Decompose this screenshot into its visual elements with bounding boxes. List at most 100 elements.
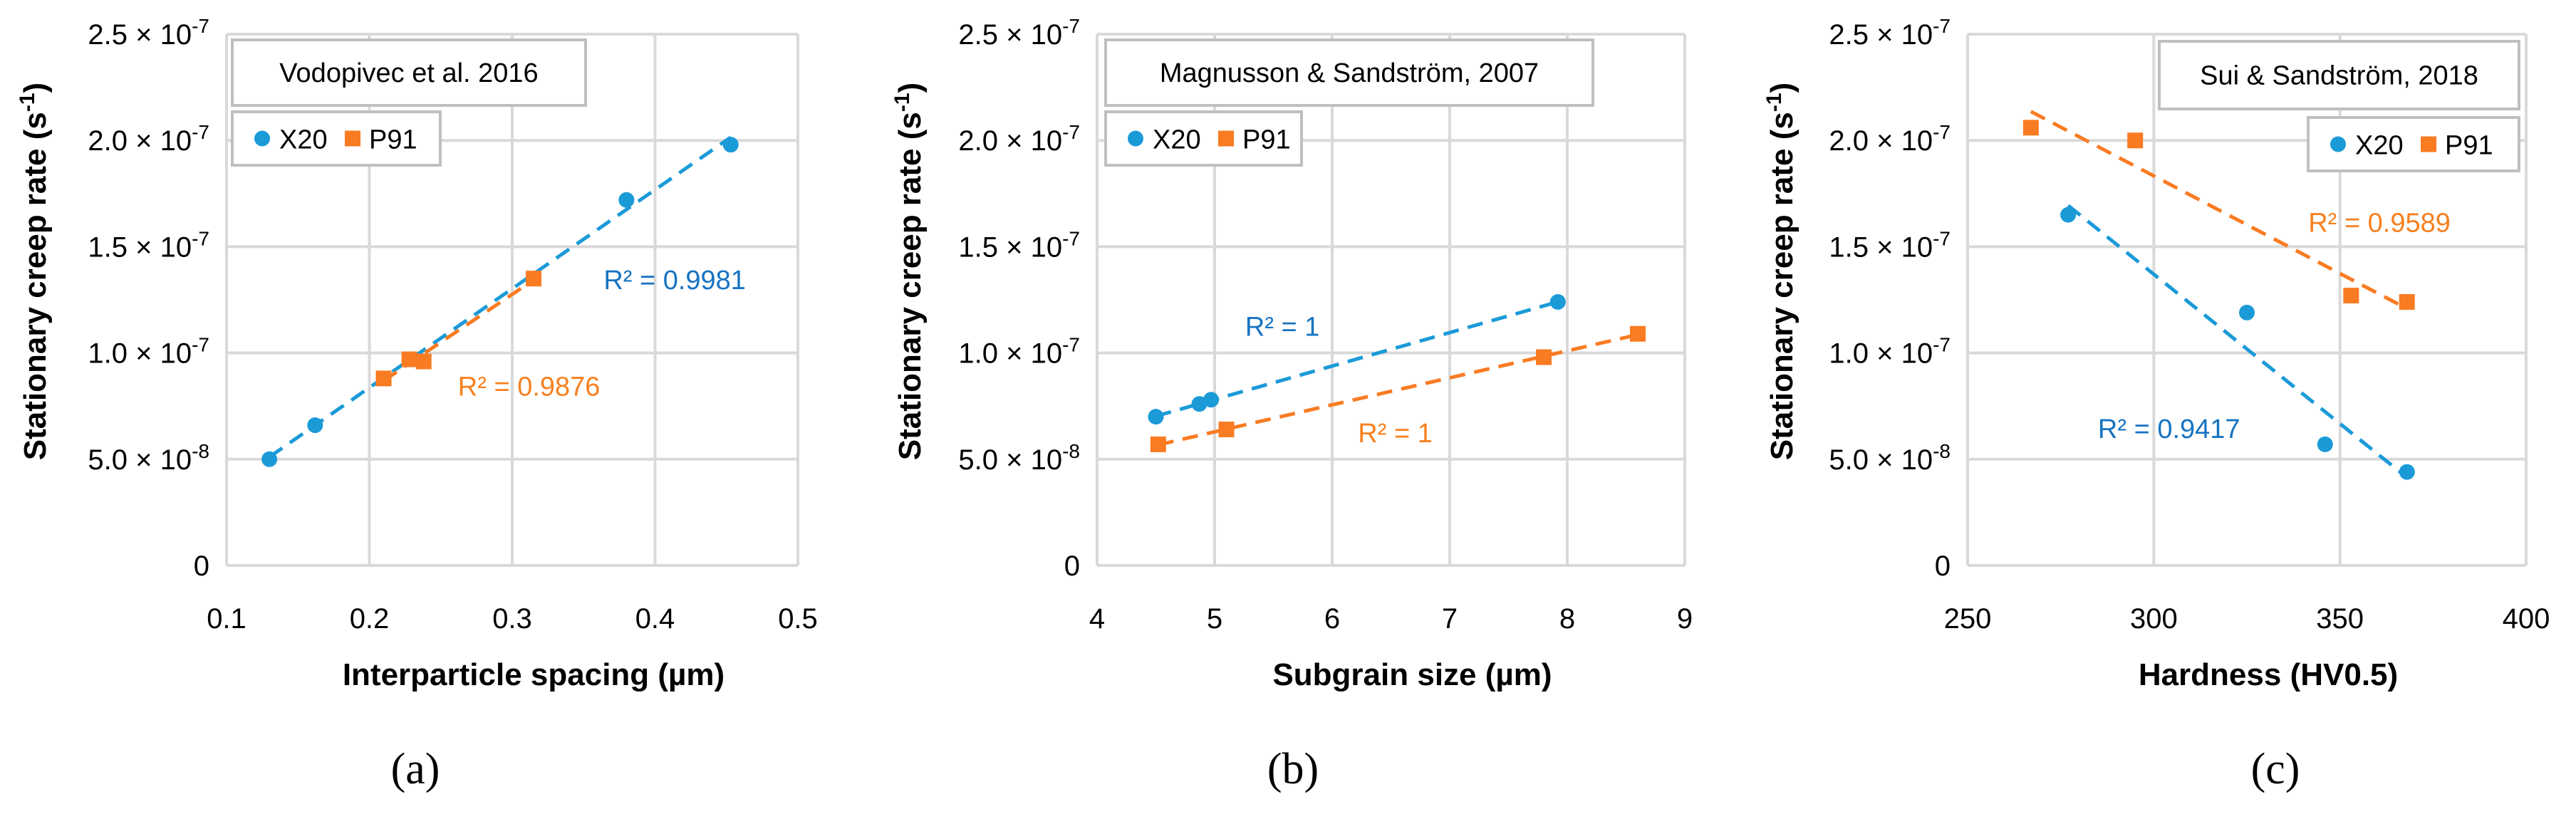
y-tick-mantissa: 2.0 × 10 — [1829, 125, 1933, 157]
legend-marker-p91-icon — [345, 130, 360, 147]
data-point-p91 — [2127, 132, 2144, 149]
y-tick-mantissa: 1.0 × 10 — [1829, 338, 1933, 370]
y-tick-exponent: -7 — [1062, 121, 1080, 143]
source-title: Sui & Sandström, 2018 — [2200, 61, 2478, 91]
x-tick-label: 0.2 — [350, 603, 390, 635]
y-tick-label: 2.5 × 10-7 — [1829, 15, 1951, 51]
y-axis-title-text: Stationary creep rate (s — [18, 112, 53, 460]
x-tick-label: 4 — [1089, 603, 1105, 635]
y-tick-exponent: -7 — [192, 227, 209, 249]
y-axis-title-close: ) — [1765, 83, 1799, 93]
y-tick-exponent: -8 — [1933, 440, 1951, 462]
y-tick-exponent: -7 — [192, 121, 209, 143]
x-tick-label: 5 — [1207, 603, 1222, 635]
data-point-x20 — [2317, 436, 2333, 452]
legend-marker-x20-icon — [254, 130, 270, 147]
x-tick-label: 0.4 — [635, 603, 675, 635]
x-tick-label: 400 — [2503, 603, 2550, 635]
data-point-p91 — [2399, 293, 2415, 310]
x-tick-label: 9 — [1677, 603, 1693, 635]
r-squared-label-p91: R² = 1 — [1358, 419, 1433, 449]
y-axis-title: Stationary creep rate (s-1) — [16, 83, 53, 460]
y-tick-mantissa: 1.0 × 10 — [88, 338, 192, 370]
r-squared-label-p91: R² = 0.9589 — [2308, 209, 2451, 239]
r-squared-label-p91: R² = 0.9876 — [458, 372, 601, 402]
data-point-x20 — [2060, 207, 2077, 223]
y-tick-label: 0 — [194, 551, 209, 582]
data-point-p91 — [415, 353, 432, 370]
y-tick-label: 1.0 × 10-7 — [88, 334, 209, 370]
y-tick-exponent: -7 — [1933, 121, 1951, 143]
y-tick-mantissa: 1.5 × 10 — [88, 231, 192, 263]
x-axis-title: Hardness (HV0.5) — [2139, 657, 2398, 692]
y-axis-title-text: Stationary creep rate (s — [1765, 112, 1799, 460]
y-tick-mantissa: 5.0 × 10 — [958, 444, 1062, 476]
y-tick-mantissa: 1.5 × 10 — [1829, 231, 1933, 263]
x-tick-label: 350 — [2316, 603, 2364, 635]
y-tick-mantissa: 1.0 × 10 — [958, 338, 1062, 370]
y-tick-label: 1.0 × 10-7 — [958, 334, 1080, 370]
data-point-p91 — [1630, 325, 1646, 342]
data-point-p91 — [2022, 120, 2039, 136]
y-tick-mantissa: 2.5 × 10 — [958, 19, 1062, 51]
x-tick-label: 250 — [1944, 603, 1992, 635]
y-tick-mantissa: 2.0 × 10 — [958, 125, 1062, 157]
x-axis-title: Subgrain size (µm) — [1272, 657, 1552, 692]
y-tick-label: 5.0 × 10-8 — [958, 440, 1080, 476]
y-tick-label: 1.5 × 10-7 — [88, 227, 209, 263]
y-tick-label: 2.5 × 10-7 — [958, 15, 1080, 51]
legend-label-p91: P91 — [2445, 131, 2493, 161]
data-point-p91 — [375, 370, 392, 387]
legend-label-p91: P91 — [1242, 125, 1291, 155]
data-point-x20 — [2399, 464, 2415, 480]
data-point-x20 — [261, 451, 278, 467]
data-point-x20 — [307, 417, 323, 434]
data-point-x20 — [1203, 392, 1220, 408]
data-point-p91 — [2343, 288, 2359, 304]
source-title-box — [231, 38, 587, 107]
trendline-x20 — [1155, 300, 1559, 418]
x-tick-label: 0.3 — [492, 603, 532, 635]
panel-label: (c) — [2251, 745, 2300, 793]
y-tick-mantissa: 0 — [1935, 551, 1951, 582]
x-tick-label: 300 — [2130, 603, 2178, 635]
x-tick-label: 0.5 — [778, 603, 818, 635]
legend-label-x20: X20 — [279, 125, 328, 155]
y-tick-label: 1.5 × 10-7 — [1829, 227, 1951, 263]
y-tick-exponent: -7 — [1062, 227, 1080, 249]
source-title: Vodopivec et al. 2016 — [279, 58, 538, 88]
y-tick-mantissa: 1.5 × 10 — [958, 231, 1062, 263]
chart-panel-c: 05.0 × 10-81.0 × 10-71.5 × 10-72.0 × 10-… — [1762, 15, 2550, 793]
y-tick-mantissa: 0 — [194, 551, 209, 582]
y-tick-exponent: -8 — [192, 440, 209, 462]
source-title: Magnusson & Sandström, 2007 — [1160, 58, 1539, 88]
y-tick-mantissa: 2.0 × 10 — [88, 125, 192, 157]
y-axis-title-close: ) — [893, 83, 928, 93]
x-tick-label: 0.1 — [207, 603, 246, 635]
legend-marker-x20-icon — [2330, 136, 2346, 152]
x-axis-title: Interparticle spacing (µm) — [343, 657, 724, 692]
legend-marker-p91-icon — [2421, 136, 2436, 152]
y-tick-exponent: -7 — [192, 334, 209, 356]
y-tick-exponent: -7 — [1933, 15, 1951, 37]
y-tick-exponent: -7 — [1062, 334, 1080, 356]
legend-marker-x20-icon — [1128, 130, 1143, 147]
source-title-box — [2158, 40, 2520, 110]
y-tick-exponent: -7 — [1933, 227, 1951, 249]
y-axis-title-sup: -1 — [890, 93, 914, 112]
r-squared-label-x20: R² = 0.9981 — [603, 266, 746, 296]
y-tick-label: 2.0 × 10-7 — [958, 121, 1080, 157]
y-tick-label: 2.0 × 10-7 — [88, 121, 209, 157]
y-axis-title-close: ) — [18, 83, 53, 93]
y-axis-title-text: Stationary creep rate (s — [893, 112, 928, 460]
trendline-p91 — [1158, 333, 1638, 447]
y-axis-title-sup: -1 — [16, 93, 39, 112]
data-point-x20 — [1148, 409, 1164, 425]
y-tick-label: 1.5 × 10-7 — [958, 227, 1080, 263]
chart-panel-b: 05.0 × 10-81.0 × 10-71.5 × 10-72.0 × 10-… — [890, 15, 1693, 793]
data-point-x20 — [2239, 304, 2255, 320]
chart-panel-a: 05.0 × 10-81.0 × 10-71.5 × 10-72.0 × 10-… — [16, 15, 818, 793]
y-tick-mantissa: 2.5 × 10 — [88, 19, 192, 51]
trendline-x20 — [268, 135, 732, 459]
r-squared-label-x20: R² = 1 — [1245, 313, 1320, 343]
